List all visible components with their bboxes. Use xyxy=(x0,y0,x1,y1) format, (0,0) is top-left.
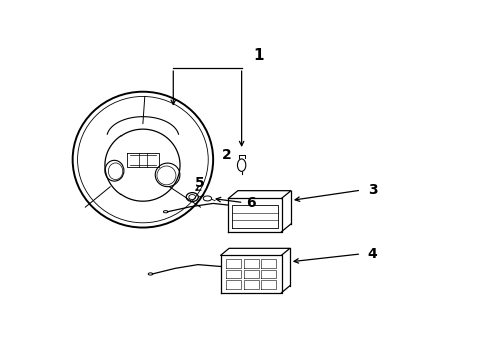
Text: 1: 1 xyxy=(253,48,264,63)
Text: 2: 2 xyxy=(221,148,231,162)
Text: 4: 4 xyxy=(368,247,377,261)
Text: 6: 6 xyxy=(246,195,256,210)
Text: 3: 3 xyxy=(368,183,377,197)
Text: 5: 5 xyxy=(195,176,205,190)
